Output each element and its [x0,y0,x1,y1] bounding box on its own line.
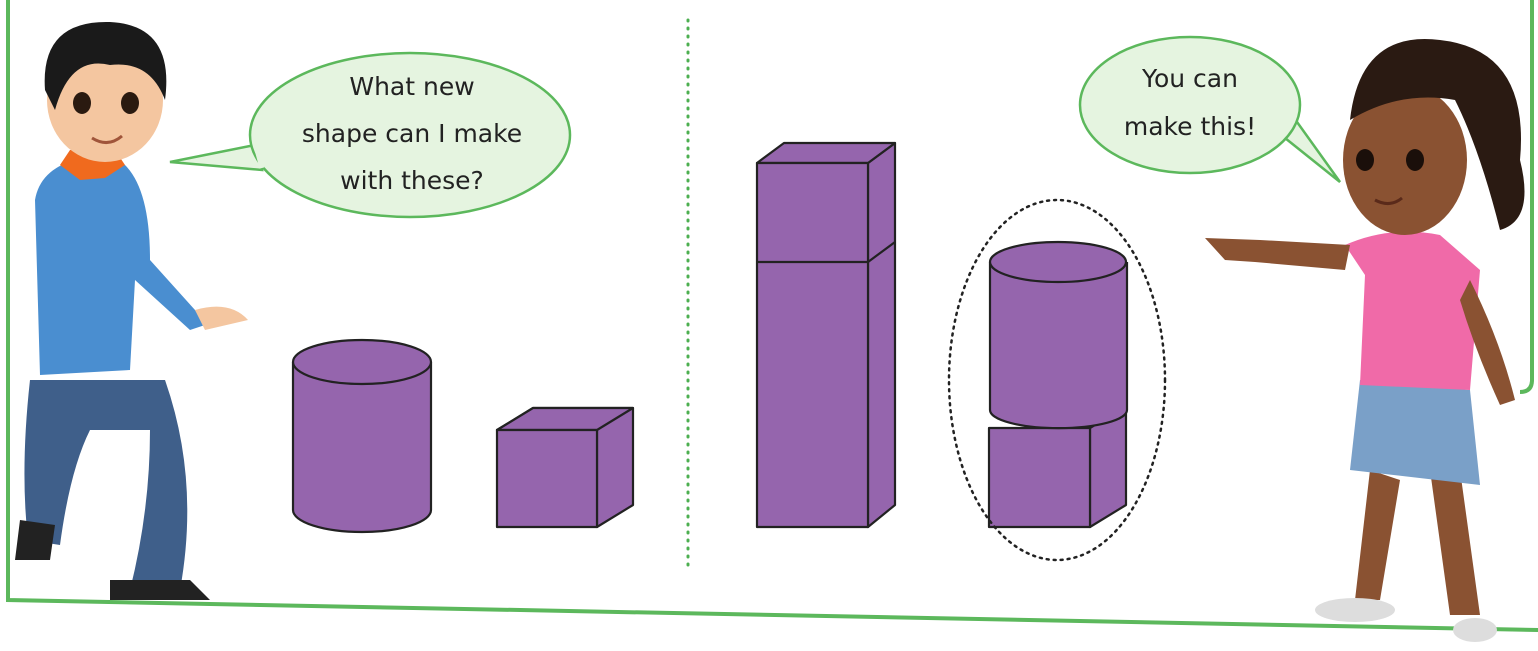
bubble-text: shape can I make [302,119,522,148]
boy [15,21,248,600]
right-bubble: You can make this! [1078,35,1342,183]
frame [6,0,1538,632]
bubble-text: with these? [340,166,484,195]
cube [495,406,635,529]
girl [1205,39,1525,642]
bubble-text: What new [349,72,474,101]
bubble-text: You can [1141,64,1238,93]
cylinder [291,338,433,534]
bubble-text: make this! [1124,112,1256,141]
tall-prism [755,141,897,529]
left-bubble: What new shape can I make with these? [169,51,572,219]
stacked-cylinder [988,240,1129,430]
stacked-cube [987,404,1128,529]
highlight-ring [947,198,1167,562]
